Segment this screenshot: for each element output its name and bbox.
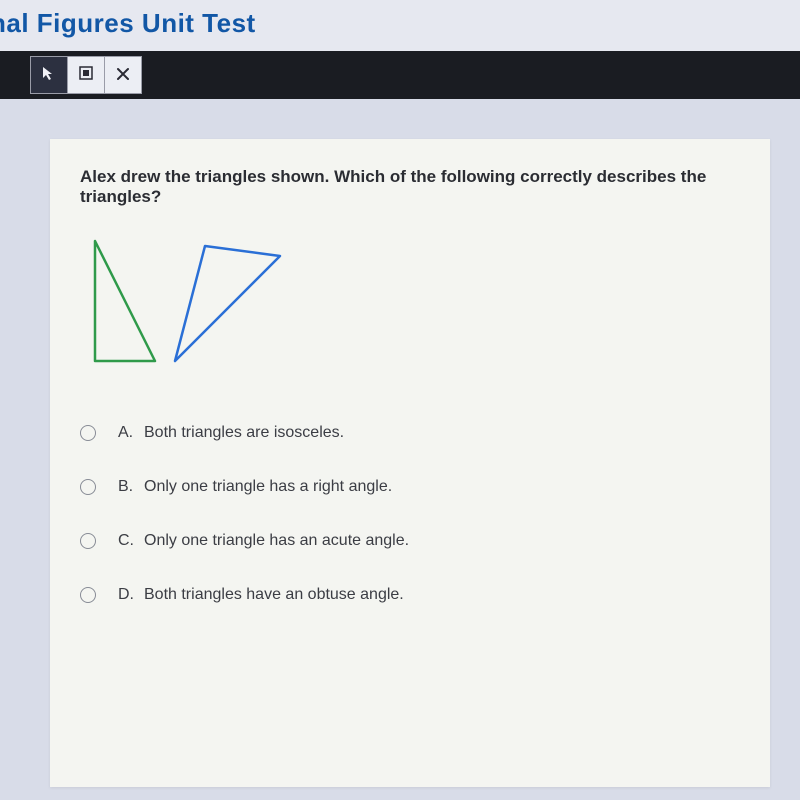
option-text: Only one triangle has an acute angle. xyxy=(144,532,409,550)
radio-b[interactable] xyxy=(80,479,96,495)
question-prompt: Alex drew the triangles shown. Which of … xyxy=(80,167,740,207)
triangle-figure xyxy=(80,231,740,376)
answer-options: A. Both triangles are isosceles. B. Only… xyxy=(80,406,740,622)
content-area: Alex drew the triangles shown. Which of … xyxy=(0,99,800,787)
option-text: Only one triangle has a right angle. xyxy=(144,478,392,496)
pointer-icon xyxy=(41,65,57,86)
radio-a[interactable] xyxy=(80,425,96,441)
close-tool-button[interactable] xyxy=(104,56,142,94)
toolbar xyxy=(0,51,800,99)
note-tool-button[interactable] xyxy=(67,56,105,94)
option-letter: B. xyxy=(118,478,144,496)
option-letter: C. xyxy=(118,532,144,550)
option-d[interactable]: D. Both triangles have an obtuse angle. xyxy=(80,568,740,622)
option-a[interactable]: A. Both triangles are isosceles. xyxy=(80,406,740,460)
pointer-tool-button[interactable] xyxy=(30,56,68,94)
close-icon xyxy=(116,65,130,86)
option-c[interactable]: C. Only one triangle has an acute angle. xyxy=(80,514,740,568)
title-bar: nal Figures Unit Test xyxy=(0,0,800,51)
note-icon xyxy=(78,65,94,86)
triangle-svg xyxy=(80,231,290,371)
option-text: Both triangles are isosceles. xyxy=(144,424,344,442)
option-b[interactable]: B. Only one triangle has a right angle. xyxy=(80,460,740,514)
option-letter: D. xyxy=(118,586,144,604)
option-text: Both triangles have an obtuse angle. xyxy=(144,586,404,604)
question-card: Alex drew the triangles shown. Which of … xyxy=(50,139,770,787)
page-title: nal Figures Unit Test xyxy=(0,8,256,38)
radio-c[interactable] xyxy=(80,533,96,549)
option-letter: A. xyxy=(118,424,144,442)
radio-d[interactable] xyxy=(80,587,96,603)
